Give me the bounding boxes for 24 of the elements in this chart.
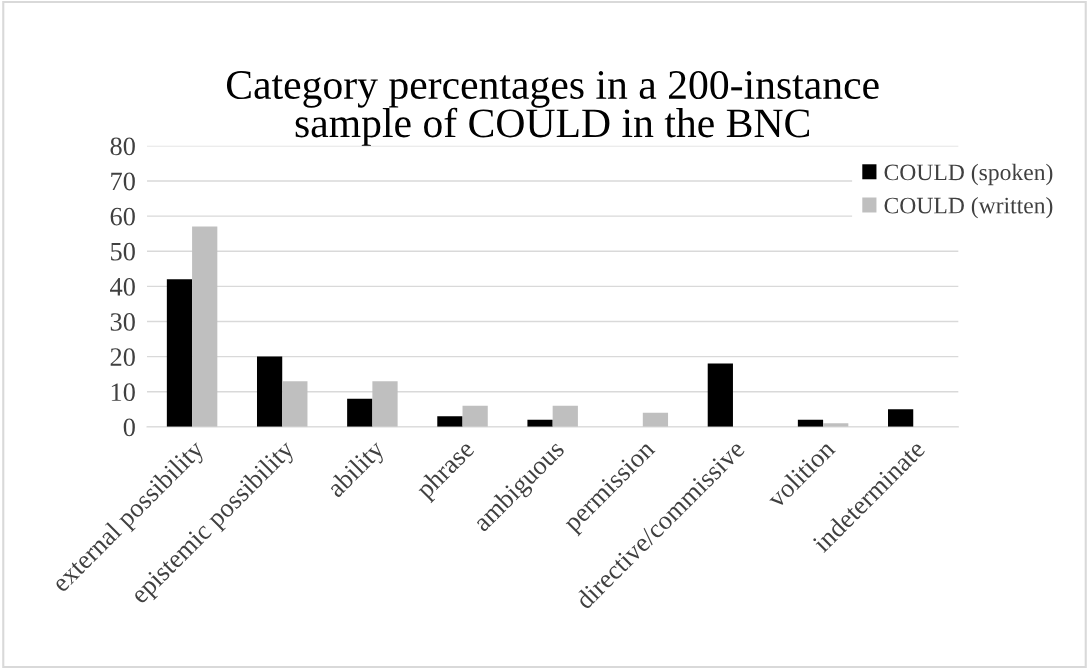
bar (372, 381, 398, 427)
bar (437, 416, 463, 427)
legend-label: COULD (written) (884, 196, 1053, 219)
y-tick-label: 0 (123, 418, 135, 437)
y-tick-label: 70 (111, 172, 135, 191)
y-tick-label: 30 (110, 313, 135, 331)
bar (707, 363, 733, 427)
bar (888, 409, 914, 427)
bar (642, 412, 669, 427)
y-tick-label: 60 (110, 207, 135, 226)
bar (282, 381, 308, 427)
bar (192, 226, 218, 427)
bar (256, 356, 283, 427)
bar (462, 405, 488, 427)
y-tick-label: 80 (110, 137, 135, 156)
bar (552, 405, 578, 427)
y-tick-label: 20 (110, 348, 135, 366)
y-tick-label: 50 (111, 242, 135, 261)
bar (166, 279, 193, 427)
bar (347, 398, 373, 427)
chart-title: Category percentages in a 200-instance sample of COULD in the BNC (226, 70, 879, 146)
y-tick-label: 40 (110, 277, 135, 296)
y-tick-label: 10 (111, 383, 135, 402)
legend-label: COULD (spoken) (884, 163, 1053, 186)
